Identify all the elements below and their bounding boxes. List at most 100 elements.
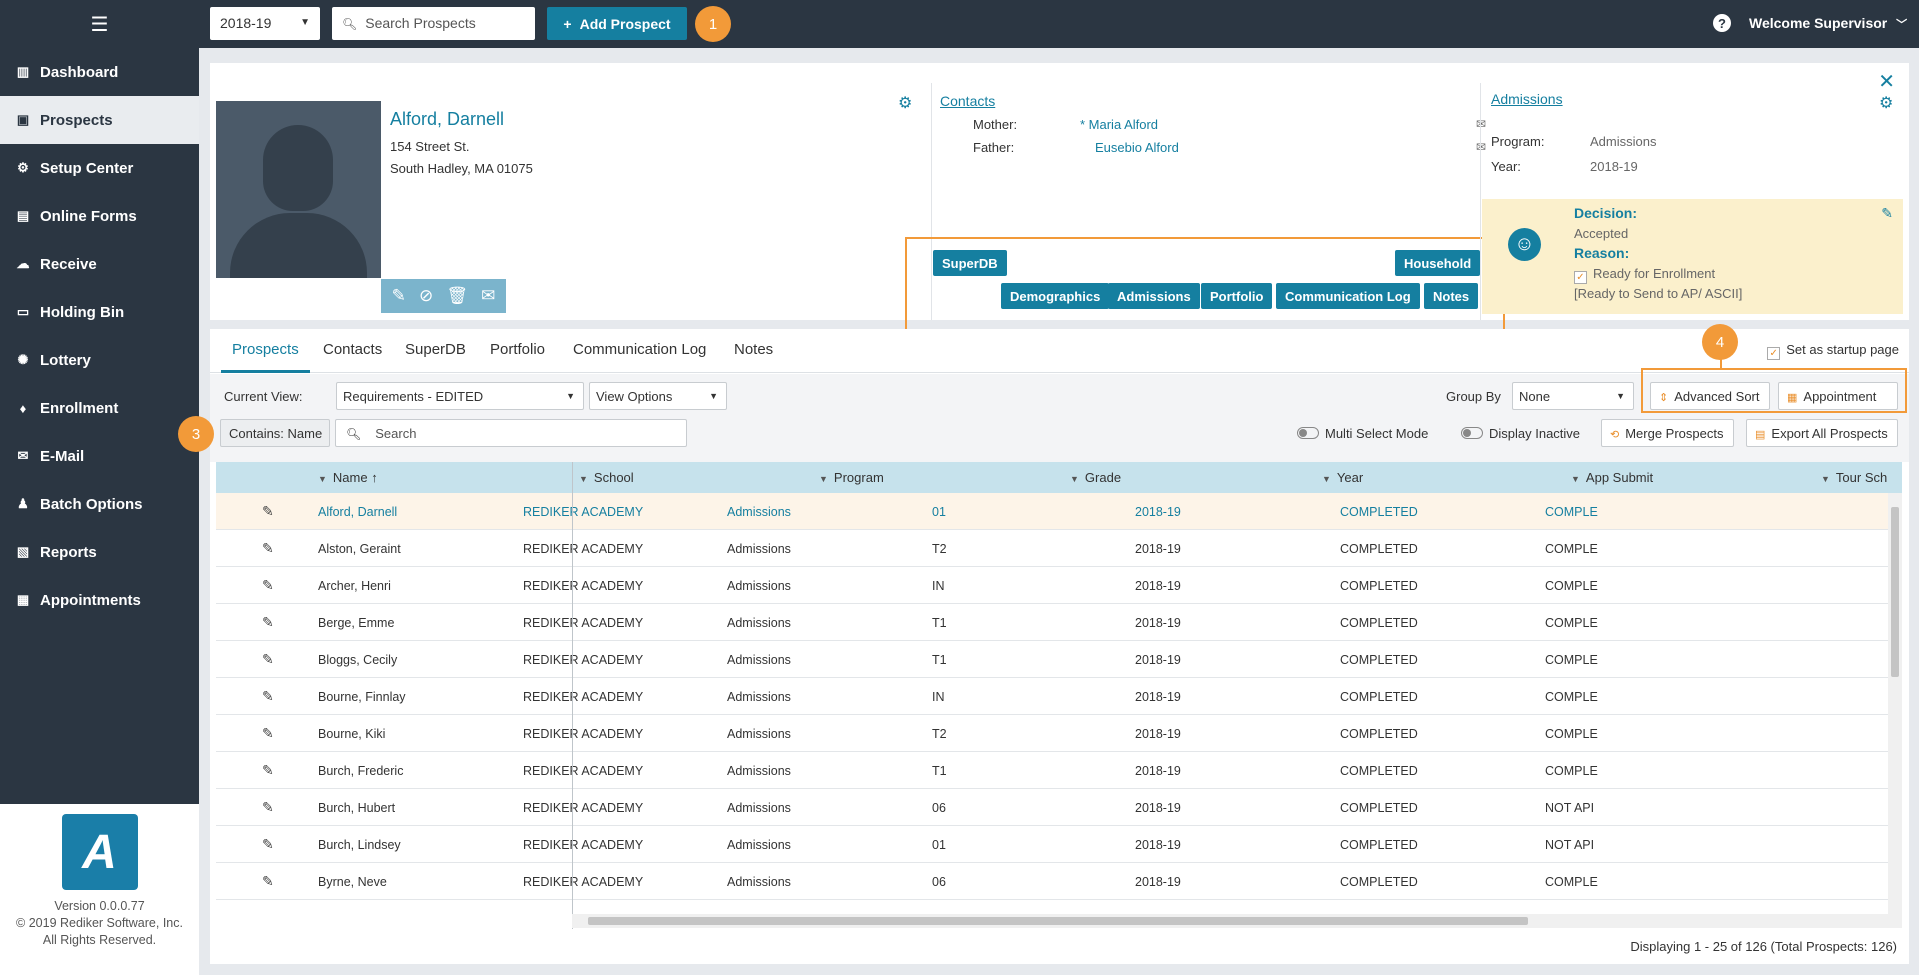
edit-pencil-icon[interactable]: ✎ bbox=[262, 688, 274, 704]
column-tour-sch[interactable]: ▼ Tour Sch bbox=[1821, 470, 1888, 485]
grid-search-input[interactable]: 🔍︎ Search bbox=[335, 419, 687, 447]
demographics-button[interactable]: Demographics bbox=[1001, 283, 1110, 309]
group-by-select[interactable]: None ▼ bbox=[1512, 382, 1634, 410]
current-view-select[interactable]: Requirements - EDITED ▼ bbox=[336, 382, 584, 410]
column-name[interactable]: ▼ Name ↑ bbox=[318, 470, 378, 485]
sidebar-item-online-forms[interactable]: ▤ Online Forms bbox=[0, 192, 199, 240]
portfolio-button[interactable]: Portfolio bbox=[1201, 283, 1273, 309]
filter-icon[interactable]: ▼ bbox=[1070, 474, 1079, 484]
envelope-icon[interactable]: ✉ bbox=[481, 286, 496, 305]
column-year[interactable]: ▼ Year bbox=[1322, 470, 1364, 485]
search-prospects-input[interactable]: 🔍︎ Search Prospects bbox=[332, 7, 535, 40]
filter-icon[interactable]: ▼ bbox=[1571, 474, 1580, 484]
edit-pencil-icon[interactable]: ✎ bbox=[262, 725, 274, 741]
table-cell-name[interactable]: Byrne, Neve bbox=[318, 875, 387, 889]
gear-icon[interactable]: ⚙ bbox=[1879, 95, 1894, 112]
display-inactive-toggle[interactable]: Display Inactive bbox=[1461, 426, 1580, 441]
edit-pencil-icon[interactable]: ✎ bbox=[262, 799, 274, 815]
table-cell-name[interactable]: Bloggs, Cecily bbox=[318, 653, 398, 667]
gear-icon[interactable]: ⚙ bbox=[898, 95, 913, 112]
sidebar-item-batch-options[interactable]: ♟ Batch Options bbox=[0, 480, 199, 528]
edit-pencil-icon[interactable]: ✎ bbox=[262, 873, 274, 889]
tab-prospects[interactable]: Prospects bbox=[232, 341, 299, 358]
tab-superdb[interactable]: SuperDB bbox=[405, 341, 466, 358]
table-cell-name[interactable]: Archer, Henri bbox=[318, 579, 391, 593]
edit-pencil-icon[interactable]: ✎ bbox=[262, 614, 274, 630]
table-cell-name[interactable]: Alston, Geraint bbox=[318, 542, 401, 556]
vertical-scrollbar[interactable] bbox=[1888, 493, 1902, 914]
tab-contacts[interactable]: Contacts bbox=[323, 341, 383, 358]
sidebar-item-reports[interactable]: ▧ Reports bbox=[0, 528, 199, 576]
multi-select-toggle[interactable]: Multi Select Mode bbox=[1297, 426, 1428, 441]
table-row[interactable]: ✎ Bourne, Finnlay REDIKER ACADEMY Admission… bbox=[216, 678, 1902, 715]
tab-portfolio[interactable]: Portfolio bbox=[490, 341, 546, 358]
sidebar-item-holding-bin[interactable]: ▭ Holding Bin bbox=[0, 288, 199, 336]
tab-communication-log[interactable]: Communication Log bbox=[573, 341, 707, 358]
appointment-button[interactable]: ▦ Appointment bbox=[1778, 382, 1898, 410]
table-row[interactable]: ✎ Bourne, Kiki REDIKER ACADEMY Admissions T2… bbox=[216, 715, 1902, 752]
contact-name[interactable]: * Maria Alford bbox=[1080, 117, 1159, 132]
admissions-button[interactable]: Admissions bbox=[1108, 283, 1200, 309]
sidebar-item-enrollment[interactable]: ♦ Enrollment bbox=[0, 384, 199, 432]
table-cell-name[interactable]: Burch, Hubert bbox=[318, 801, 396, 815]
filter-icon[interactable]: ▼ bbox=[579, 474, 588, 484]
table-row[interactable]: ✎ Burch, Frederic REDIKER ACADEMY Admission… bbox=[216, 752, 1902, 789]
sidebar-item-prospects[interactable]: ▣ Prospects bbox=[0, 96, 199, 144]
export-all-prospects-button[interactable]: ▤ Export All Prospects bbox=[1746, 419, 1898, 447]
column-grade[interactable]: ▼ Grade bbox=[1070, 470, 1122, 485]
table-row[interactable]: ✎ Berge, Emme REDIKER ACADEMY Admissions T1 2… bbox=[216, 604, 1902, 641]
contact-name[interactable]: Eusebio Alford bbox=[1095, 140, 1179, 155]
notes-button[interactable]: Notes bbox=[1424, 283, 1479, 309]
close-icon[interactable]: ✕ bbox=[1878, 71, 1895, 93]
horizontal-scrollbar[interactable] bbox=[572, 914, 1902, 928]
column-app-submit[interactable]: ▼ App Submit bbox=[1571, 470, 1654, 485]
edit-pencil-icon[interactable]: ✎ bbox=[262, 503, 274, 519]
table-cell-name[interactable]: Berge, Emme bbox=[318, 616, 395, 630]
filter-icon[interactable]: ▼ bbox=[318, 474, 327, 484]
startup-checkbox[interactable]: ✓ Set as startup page bbox=[1767, 342, 1899, 360]
sidebar-item-lottery[interactable]: ✺ Lottery bbox=[0, 336, 199, 384]
table-row[interactable]: ✎ Burch, Hubert REDIKER ACADEMY Admissions 0… bbox=[216, 789, 1902, 826]
merge-prospects-button[interactable]: ⟲ Merge Prospects bbox=[1601, 419, 1734, 447]
table-cell-name[interactable]: Burch, Frederic bbox=[318, 764, 404, 778]
table-cell-name[interactable]: Burch, Lindsey bbox=[318, 838, 401, 852]
sidebar-item-receive[interactable]: ☁ Receive bbox=[0, 240, 199, 288]
column-school[interactable]: ▼ School bbox=[579, 470, 634, 485]
ban-icon[interactable]: ⊘ bbox=[418, 286, 434, 305]
view-options-select[interactable]: View Options ▼ bbox=[589, 382, 727, 410]
edit-pencil-icon[interactable]: ✎ bbox=[262, 651, 274, 667]
contacts-link[interactable]: Contacts bbox=[940, 93, 996, 109]
table-row[interactable]: ✎ Alston, Geraint REDIKER ACADEMY Admission… bbox=[216, 530, 1902, 567]
contains-filter-button[interactable]: Contains: Name bbox=[220, 419, 330, 447]
prospect-name[interactable]: Alford, Darnell bbox=[390, 109, 505, 129]
superdb-button[interactable]: SuperDB bbox=[933, 250, 1007, 276]
communication-log-button[interactable]: Communication Log bbox=[1276, 283, 1420, 309]
filter-icon[interactable]: ▼ bbox=[819, 474, 828, 484]
advanced-sort-button[interactable]: ⇕ Advanced Sort bbox=[1650, 382, 1770, 410]
table-cell-name[interactable]: Bourne, Finnlay bbox=[318, 690, 406, 704]
household-button[interactable]: Household bbox=[1395, 250, 1481, 276]
edit-pencil-icon[interactable]: ✎ bbox=[262, 762, 274, 778]
sidebar-item-dashboard[interactable]: ▥ Dashboard bbox=[0, 48, 199, 96]
table-cell-name[interactable]: Alford, Darnell bbox=[318, 505, 398, 519]
filter-icon[interactable]: ▼ bbox=[1322, 474, 1331, 484]
edit-icon[interactable]: ✎ bbox=[391, 286, 406, 305]
school-year-select[interactable]: 2018-19 ▼ bbox=[210, 7, 320, 40]
table-row[interactable]: ✎ Byrne, Neve REDIKER ACADEMY Admissions 06 2… bbox=[216, 863, 1902, 900]
table-row[interactable]: ✎ Archer, Henri REDIKER ACADEMY Admissions I… bbox=[216, 567, 1902, 604]
sidebar-item-e-mail[interactable]: ✉ E-Mail bbox=[0, 432, 199, 480]
table-row[interactable]: ✎ Bloggs, Cecily REDIKER ACADEMY Admissions… bbox=[216, 641, 1902, 678]
table-cell-name[interactable]: Bourne, Kiki bbox=[318, 727, 386, 741]
sidebar-item-setup-center[interactable]: ⚙ Setup Center bbox=[0, 144, 199, 192]
tab-notes[interactable]: Notes bbox=[734, 341, 774, 358]
column-program[interactable]: ▼ Program bbox=[819, 470, 884, 485]
table-row[interactable]: ✎ Burch, Lindsey REDIKER ACADEMY Admissions… bbox=[216, 826, 1902, 863]
help-icon[interactable]: ? bbox=[1713, 14, 1731, 32]
sidebar-item-appointments[interactable]: ▦ Appointments bbox=[0, 576, 199, 624]
menu-icon[interactable]: ☰ bbox=[90, 13, 109, 36]
trash-icon[interactable]: 🗑︎ bbox=[446, 286, 468, 305]
edit-pencil-icon[interactable]: ✎ bbox=[262, 540, 274, 556]
edit-icon[interactable]: ✎ bbox=[1881, 205, 1893, 221]
edit-pencil-icon[interactable]: ✎ bbox=[262, 577, 274, 593]
user-menu[interactable]: Welcome Supervisor ﹀ bbox=[1749, 15, 1907, 32]
